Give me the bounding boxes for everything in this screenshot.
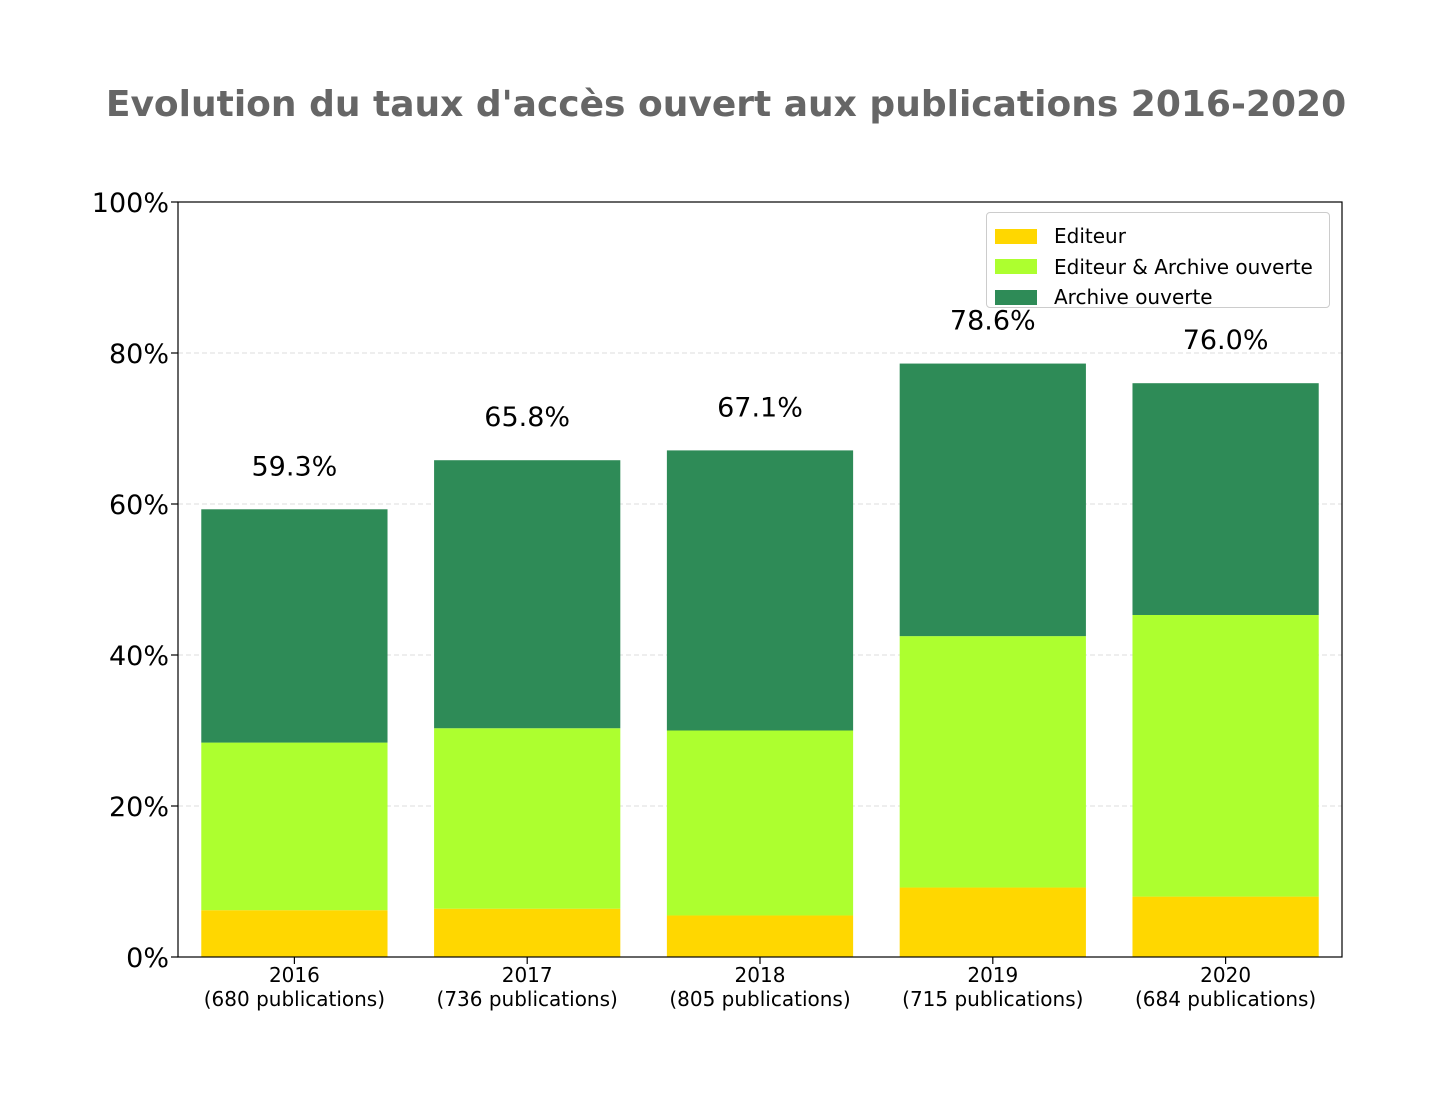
bar-segment	[666, 730, 854, 916]
bar-segment	[434, 460, 621, 729]
x-tick-label: 2019	[967, 963, 1018, 987]
x-tick-label: 2020	[1200, 963, 1251, 987]
x-tick-label: 2017	[502, 963, 553, 987]
y-tick-label: 80%	[109, 339, 169, 370]
bar-total-label: 59.3%	[252, 451, 338, 482]
bar-segment	[434, 728, 621, 909]
legend-label: Archive ouverte	[1054, 285, 1213, 310]
bar-segment	[201, 509, 388, 743]
legend-item-editeur-archive: Editeur & Archive ouverte	[995, 252, 1329, 283]
y-tick-label: 60%	[109, 490, 169, 521]
bar-segment	[666, 450, 854, 731]
plot-frame	[177, 201, 1343, 958]
bar-segment	[899, 887, 1086, 957]
chart-title: Evolution du taux d'accès ouvert aux pub…	[105, 84, 1347, 125]
x-tick-label: (680 publications)	[204, 987, 385, 1011]
x-tick-label: (805 publications)	[669, 987, 850, 1011]
bar-segment	[1132, 383, 1319, 615]
legend-item-editeur: Editeur	[995, 221, 1329, 252]
legend: Editeur Editeur & Archive ouverte Archiv…	[986, 212, 1330, 309]
bar-total-label: 65.8%	[484, 402, 570, 433]
legend-swatch	[995, 289, 1037, 305]
legend-swatch	[995, 228, 1037, 244]
legend-item-archive-ouverte: Archive ouverte	[995, 282, 1329, 313]
x-tick-label: (736 publications)	[437, 987, 618, 1011]
bar-total-label: 67.1%	[717, 392, 803, 423]
bar-segment	[201, 910, 388, 957]
bar-segment	[201, 742, 388, 911]
bar-segment	[899, 363, 1086, 637]
legend-swatch	[995, 259, 1037, 275]
x-tick-label: 2018	[735, 963, 786, 987]
bar-segment	[434, 908, 621, 957]
x-tick-label: 2016	[269, 963, 320, 987]
bar-segment	[899, 636, 1086, 888]
legend-label: Editeur	[1054, 224, 1126, 249]
x-tick-label: (715 publications)	[902, 987, 1083, 1011]
bar-segment	[1132, 896, 1319, 957]
y-tick-label: 100%	[92, 188, 169, 219]
bar-total-label: 76.0%	[1183, 325, 1269, 356]
bar-segment	[666, 915, 854, 957]
y-tick-label: 20%	[109, 792, 169, 823]
legend-label: Editeur & Archive ouverte	[1054, 254, 1313, 279]
y-tick-label: 40%	[109, 641, 169, 672]
x-tick-label: (684 publications)	[1135, 987, 1316, 1011]
bar-segment	[1132, 614, 1319, 897]
y-tick-label: 0%	[126, 943, 169, 974]
bar-total-label: 78.6%	[950, 306, 1036, 337]
